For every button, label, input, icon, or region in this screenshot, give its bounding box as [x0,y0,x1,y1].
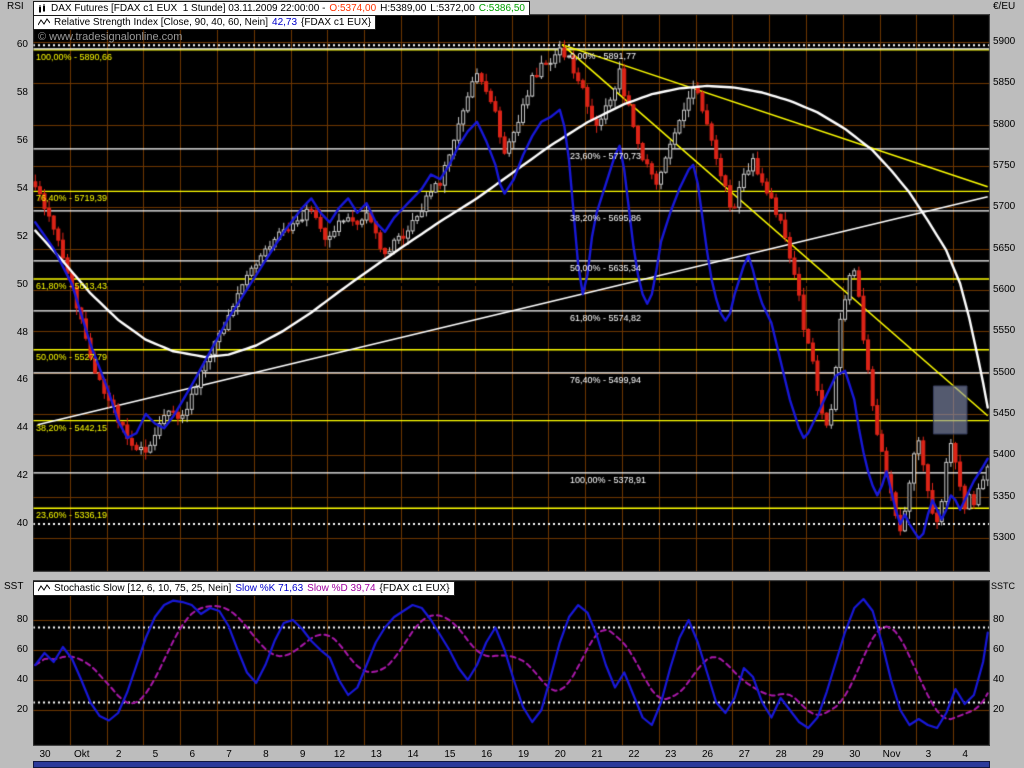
date-axis-label: Nov [882,749,901,760]
rsi-axis-tick: 40 [16,518,28,530]
date-axis-label: 30 [849,749,861,760]
stoch-left-axis-tick: 60 [16,644,28,656]
price-axis-tick: 5850 [993,77,1016,89]
rsi-axis-tick: 54 [16,182,28,194]
rsi-indicator-bar[interactable]: Relative Strength Index [Close, 90, 40, … [33,15,377,30]
date-axis-label: 19 [517,749,530,760]
rsi-axis-tick: 46 [16,374,28,386]
watermark: © www.tradesignalonline.com [38,31,183,43]
price-axis-tick: 5350 [993,490,1016,502]
rsi-axis-tick: 58 [16,87,28,99]
rsi-axis-tick: 56 [16,134,28,146]
rsi-axis-tick: 48 [16,326,28,338]
open-value: O:5374,00 [329,3,377,14]
stoch-right-axis-tick: 40 [993,674,1005,686]
date-axis-label: 8 [263,749,269,760]
stoch-left-axis-tick: 20 [16,704,28,715]
rsi-axis-tick: 44 [16,422,28,434]
date-axis-label: 26 [701,749,714,760]
stoch-left-axis-caption: SST [4,581,24,592]
stoch-indicator-label: Stochastic Slow [12, 6, 10, 75, 25, Nein… [54,583,232,594]
price-axis-tick: 5600 [993,284,1016,296]
instrument-title: DAX Futures [FDAX c1 EUX 1 Stunde] 03.11… [51,3,326,14]
price-series-icon [38,3,47,14]
stoch-k-value: Slow %K 71,63 [235,583,304,594]
date-axis-label: 3 [925,749,932,760]
rsi-value: 42,73 [272,17,298,28]
date-axis-label: 4 [962,749,968,760]
stoch-left-axis-tick: 40 [16,674,28,686]
rsi-symbol-suffix: {FDAX c1 EUX} [301,17,372,28]
stoch-right-axis-tick: 80 [993,614,1005,626]
stoch-left-axis-tick: 80 [16,614,28,626]
date-axis-label: 21 [591,749,603,760]
date-axis-label: 30 [39,749,51,760]
price-axis-tick: 5700 [993,201,1016,213]
date-axis-label: 12 [333,749,346,760]
rsi-axis-tick: 60 [16,39,28,51]
date-axis-label: 7 [226,749,232,760]
rsi-axis-tick: 52 [16,230,28,242]
date-axis-label: 29 [812,749,824,760]
price-axis-tick: 5800 [993,118,1016,130]
stoch-right-axis-tick: 60 [993,644,1005,656]
date-axis-label: 28 [775,749,787,760]
horizontal-scrollbar[interactable] [33,761,990,768]
date-axis-label: 20 [554,749,566,760]
stochastic-chart-canvas[interactable] [33,580,990,746]
price-axis-tick: 5300 [993,532,1016,544]
date-axis-label: Okt [74,749,90,760]
date-axis-label: 9 [299,749,306,760]
price-axis-tick: 5400 [993,449,1016,461]
price-axis-caption: €/EU [993,1,1016,12]
price-axis-tick: 5650 [993,242,1016,254]
rsi-indicator-label: Relative Strength Index [Close, 90, 40, … [54,17,269,28]
high-value: H:5389,00 [380,3,427,14]
main-price-chart-canvas[interactable] [33,14,990,572]
stochastic-indicator-bar[interactable]: Stochastic Slow [12, 6, 10, 75, 25, Nein… [33,581,455,596]
indicator-icon [38,584,50,593]
close-value: C:5386,50 [478,3,525,14]
stoch-d-value: Slow %D 39,74 [307,583,376,594]
price-axis-tick: 5500 [993,366,1016,378]
price-axis-tick: 5450 [993,408,1016,420]
low-value: L:5372,00 [430,3,475,14]
stoch-symbol-suffix: {FDAX c1 EUX} [379,583,450,594]
rsi-axis-caption: RSI [7,1,24,12]
date-axis-label: 2 [115,749,122,760]
date-axis-label: 15 [444,749,456,760]
date-axis-label: 13 [370,749,382,760]
rsi-axis-tick: 42 [16,470,28,482]
date-axis-label: 22 [628,749,640,760]
date-axis-label: 6 [189,749,195,760]
date-axis-label: 16 [481,749,493,760]
stoch-right-axis-caption: SSTC [991,581,1016,591]
instrument-title-bar[interactable]: DAX Futures [FDAX c1 EUX 1 Stunde] 03.11… [33,1,530,16]
stoch-right-axis-tick: 20 [993,704,1005,715]
date-axis-label: 23 [665,749,677,760]
date-axis-label: 5 [152,749,159,760]
price-axis-tick: 5900 [993,36,1016,48]
indicator-icon [38,18,50,27]
price-axis-tick: 5750 [993,160,1016,172]
rsi-axis-tick: 50 [16,278,28,290]
date-axis-label: 14 [407,749,419,760]
date-axis-label: 27 [738,749,750,760]
price-axis-tick: 5550 [993,325,1016,337]
